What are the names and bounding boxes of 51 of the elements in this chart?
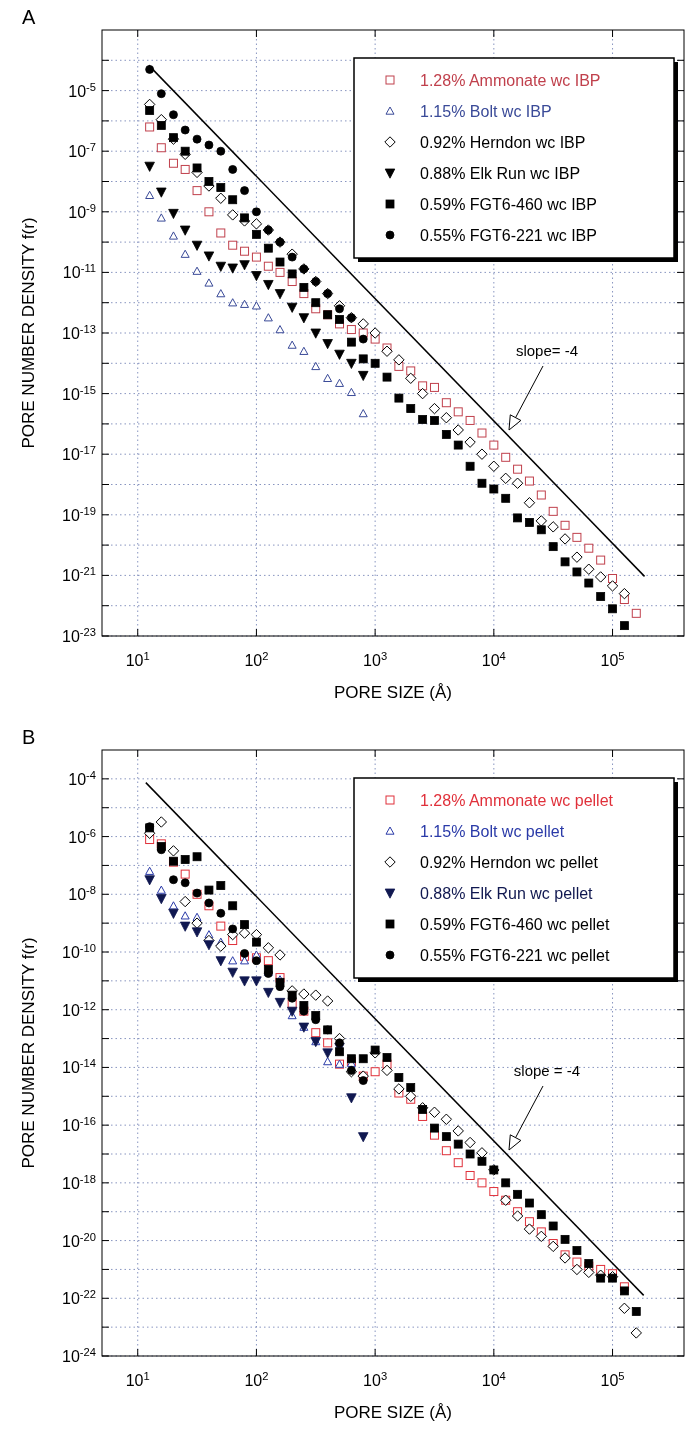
y-tick-label: 10$^{-8}$ <box>68 884 96 904</box>
x-axis-title: PORE SIZE (Å) <box>333 683 453 702</box>
y-tick-label: 10$^{-12}$ <box>62 999 96 1019</box>
x-tick-label: 10$^{3}$ <box>363 1370 388 1389</box>
legend-label: 0.92% Herndon wc IBP <box>420 134 586 151</box>
legend-label: 1.15% Bolt wc IBP <box>420 103 552 120</box>
y-tick-label: 10$^{-15}$ <box>62 383 96 403</box>
y-tick-label: 10$^{-24}$ <box>62 1346 96 1365</box>
x-tick-label: 10$^{3}$ <box>363 650 388 669</box>
x-tick-label: 10$^{4}$ <box>481 1370 506 1389</box>
y-tick-label: 10$^{-4}$ <box>68 768 96 788</box>
y-tick-label: 10$^{-20}$ <box>62 1230 96 1250</box>
y-tick-label: 10$^{-14}$ <box>62 1057 96 1077</box>
y-tick-label: 10$^{-7}$ <box>68 141 96 161</box>
legend-label: 1.15% Bolt wc pellet <box>420 823 565 840</box>
y-tick-label: 10$^{-18}$ <box>62 1172 96 1192</box>
legend-label: 0.88% Elk Run wc IBP <box>420 165 581 182</box>
y-tick-label: 10$^{-19}$ <box>62 504 96 524</box>
y-axis-title: PORE NUMBER DENSITY f(r) <box>19 217 38 449</box>
legend-label: 0.59% FGT6-460 wc IBP <box>420 196 597 213</box>
legend-label: 1.28% Ammonate wc pellet <box>420 792 614 809</box>
annotation: slope = -4 <box>513 1062 581 1079</box>
x-tick-label: 10$^{5}$ <box>600 650 625 669</box>
y-tick-label: 10$^{-10}$ <box>62 942 96 961</box>
y-tick-label: 10$^{-13}$ <box>62 323 96 342</box>
legend-label: 0.92% Herndon wc pellet <box>420 854 599 871</box>
y-tick-label: 10$^{-22}$ <box>62 1288 96 1308</box>
legend-label: 0.55% FGT6-221 wc IBP <box>420 227 597 244</box>
y-tick-label: 10$^{-5}$ <box>68 80 96 100</box>
x-tick-label: 10$^{1}$ <box>125 1370 150 1389</box>
legend-label: 1.28% Ammonate wc IBP <box>420 72 601 89</box>
y-tick-label: 10$^{-16}$ <box>62 1115 96 1135</box>
x-tick-label: 10$^{2}$ <box>244 1370 269 1389</box>
x-tick-label: 10$^{4}$ <box>481 650 506 669</box>
y-tick-label: 10$^{-23}$ <box>62 626 96 645</box>
annotation: slope= -4 <box>515 342 579 359</box>
legend-label: 0.88% Elk Run wc pellet <box>420 885 594 902</box>
x-tick-label: 10$^{1}$ <box>125 650 150 669</box>
x-tick-label: 10$^{2}$ <box>244 650 269 669</box>
y-tick-label: 10$^{-17}$ <box>62 444 96 464</box>
legend-label: 0.55% FGT6-221 wc pellet <box>420 947 610 964</box>
y-axis-title: PORE NUMBER DENSITY f(r) <box>19 937 38 1169</box>
x-axis-title: PORE SIZE (Å) <box>333 1403 453 1422</box>
y-tick-label: 10$^{-6}$ <box>68 826 96 846</box>
y-tick-label: 10$^{-21}$ <box>62 565 96 585</box>
chart-title: B <box>22 726 36 748</box>
y-tick-label: 10$^{-9}$ <box>68 201 96 221</box>
x-tick-label: 10$^{5}$ <box>600 1370 625 1389</box>
legend-label: 0.59% FGT6-460 wc pellet <box>420 916 610 933</box>
y-tick-label: 10$^{-11}$ <box>62 262 96 282</box>
chart-title: A <box>22 6 36 28</box>
